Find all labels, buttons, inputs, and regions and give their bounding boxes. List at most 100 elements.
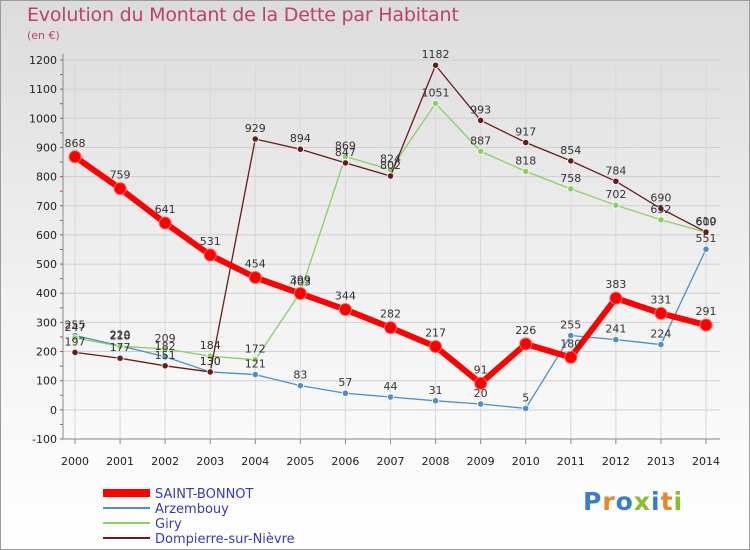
logo-letter: r [602, 487, 616, 516]
data-point [293, 287, 307, 301]
data-point [699, 318, 713, 332]
proxiti-logo: Proxiti [583, 487, 683, 516]
logo-letter: i [651, 487, 661, 516]
axis-layer: -100 0 100 200 300 400 500 600 700 800 900 1000 1100… [29, 54, 720, 468]
data-label: 894 [290, 132, 311, 145]
data-label: 344 [335, 290, 356, 303]
chart-title: Evolution du Montant de la Dette par Hab… [27, 4, 459, 26]
data-label: 758 [560, 172, 581, 185]
x-tick-label: 2006 [331, 455, 359, 468]
data-point [702, 228, 710, 236]
y-tick-label: 1200 [29, 54, 57, 67]
data-point [386, 172, 395, 180]
data-label: 399 [290, 274, 311, 287]
data-point [386, 393, 395, 401]
data-label: 255 [65, 319, 86, 332]
data-point [71, 348, 79, 357]
data-label: 1051 [422, 86, 450, 99]
y-tick-label: 100 [36, 375, 57, 388]
data-label: 209 [155, 332, 176, 345]
x-tick-label: 2005 [286, 455, 314, 468]
data-label: 854 [560, 144, 581, 157]
data-point [113, 182, 127, 196]
data-label: 182 [155, 340, 176, 353]
data-label: 130 [200, 355, 221, 368]
data-label: 929 [245, 122, 266, 135]
y-tick-label: 200 [36, 346, 57, 359]
grid-layer [63, 59, 720, 440]
data-label: 177 [110, 341, 131, 354]
data-label: 224 [650, 328, 671, 341]
x-tick-label: 2001 [106, 455, 134, 468]
data-point [158, 216, 172, 230]
data-point [657, 216, 665, 224]
y-tick-label: 0 [50, 404, 57, 417]
series-dompierre-sur-ni-vre [71, 61, 710, 376]
data-point [609, 291, 623, 305]
data-point [251, 370, 259, 379]
x-tick-label: 2000 [61, 455, 89, 468]
data-label: 847 [335, 146, 356, 159]
x-tick-label: 2009 [467, 455, 495, 468]
y-tick-label: -100 [32, 433, 57, 446]
data-label: 824 [380, 153, 401, 166]
data-label: 690 [650, 192, 671, 205]
data-point [338, 303, 352, 317]
data-point [612, 335, 620, 344]
data-point [161, 345, 169, 353]
data-label: 121 [245, 358, 266, 371]
data-point [657, 340, 665, 349]
legend-item: Dompierre-sur-Nièvre [103, 532, 295, 547]
x-tick-label: 2008 [422, 455, 450, 468]
data-point [251, 356, 259, 364]
y-tick-label: 800 [36, 171, 57, 184]
data-point [71, 334, 79, 342]
x-tick-label: 2003 [196, 455, 224, 468]
series-saint-bonnot [68, 150, 713, 390]
data-point [161, 362, 169, 370]
y-tick-label: 600 [36, 229, 57, 242]
data-label: 702 [605, 188, 626, 201]
data-label: 57 [338, 376, 352, 389]
x-tick-label: 2004 [241, 455, 269, 468]
data-label: 869 [335, 139, 356, 152]
logo-letter: t [660, 487, 674, 516]
data-point [477, 116, 485, 124]
legend-label: Arzembouy [155, 502, 229, 517]
data-point [203, 248, 217, 262]
data-point [116, 354, 124, 362]
data-point [612, 201, 620, 209]
data-label: 759 [110, 169, 131, 182]
data-point [654, 306, 668, 320]
data-label: 331 [650, 293, 671, 306]
data-label: 917 [515, 126, 536, 139]
legend-label: Giry [155, 517, 182, 532]
x-tick-label: 2011 [557, 455, 585, 468]
data-label: 454 [245, 257, 266, 270]
data-point [431, 99, 440, 108]
data-label: 887 [470, 134, 491, 147]
data-point [248, 270, 262, 284]
data-label: 784 [605, 164, 626, 177]
data-point [474, 376, 488, 390]
data-label: 255 [560, 319, 581, 332]
data-point [567, 331, 575, 340]
legend-item: Arzembouy [103, 502, 229, 517]
legend-label: SAINT-BONNOT [155, 487, 254, 502]
x-tick-label: 2010 [512, 455, 540, 468]
legend: SAINT-BONNOTArzembouyGiryDompierre-sur-N… [103, 487, 295, 547]
data-label: 641 [155, 203, 176, 216]
data-point [612, 177, 620, 185]
data-point [251, 135, 259, 143]
data-point [657, 205, 665, 213]
data-point [567, 157, 575, 165]
data-label: 130 [200, 355, 221, 368]
data-point [384, 321, 397, 335]
data-point [161, 353, 169, 361]
logo-letter: o [615, 487, 634, 516]
data-point [431, 61, 440, 69]
data-point [68, 150, 82, 164]
legend-item: SAINT-BONNOT [103, 487, 254, 502]
data-label: 217 [425, 327, 446, 340]
